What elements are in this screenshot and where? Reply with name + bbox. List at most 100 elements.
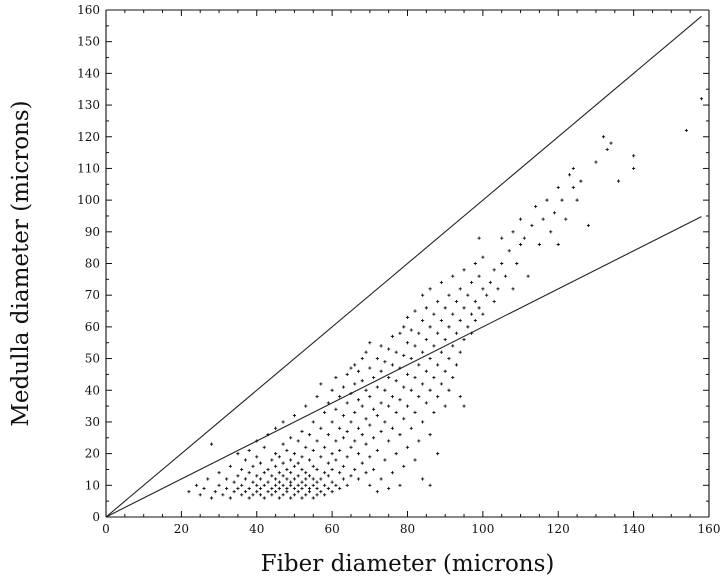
data-point	[360, 356, 364, 361]
data-point	[409, 388, 413, 392]
data-point	[353, 363, 357, 367]
data-point	[684, 128, 688, 133]
data-point	[356, 477, 361, 481]
data-point	[236, 474, 240, 478]
data-point	[413, 375, 417, 380]
data-point	[439, 318, 444, 323]
data-point	[266, 490, 270, 494]
data-point	[270, 474, 274, 478]
data-point	[341, 414, 346, 418]
data-point	[469, 331, 474, 335]
data-point	[605, 147, 609, 152]
data-point	[311, 477, 315, 481]
data-point	[322, 493, 327, 497]
data-point	[451, 274, 455, 278]
data-point	[225, 477, 229, 481]
data-point	[300, 496, 304, 500]
data-point	[402, 385, 406, 389]
data-point	[364, 417, 368, 421]
data-point	[349, 366, 353, 370]
data-point	[221, 493, 225, 497]
data-point	[443, 306, 447, 310]
data-point	[477, 236, 481, 240]
data-point	[368, 423, 372, 427]
data-point	[349, 445, 353, 449]
data-point	[319, 490, 323, 494]
data-point	[368, 341, 372, 345]
data-point	[228, 496, 232, 500]
data-point	[462, 337, 466, 342]
data-point	[300, 429, 304, 434]
data-point	[338, 426, 342, 430]
data-point	[368, 366, 372, 370]
data-point	[251, 464, 255, 468]
data-point	[454, 363, 459, 367]
data-point	[541, 217, 545, 221]
data-point	[616, 179, 621, 183]
data-point	[575, 198, 579, 202]
data-point	[311, 483, 315, 487]
data-point	[428, 433, 432, 437]
data-point	[473, 261, 477, 266]
x-tick-label: 100	[471, 522, 494, 536]
y-tick-label: 0	[92, 510, 100, 524]
data-point	[390, 363, 395, 367]
data-point	[262, 483, 266, 487]
data-point	[451, 344, 455, 348]
data-point	[368, 455, 372, 459]
data-point	[330, 420, 334, 424]
data-point	[285, 477, 289, 481]
data-point	[481, 312, 485, 316]
data-point	[428, 356, 432, 361]
data-point	[496, 287, 500, 291]
data-point	[511, 287, 515, 291]
data-point	[420, 382, 425, 386]
data-point	[319, 455, 323, 459]
data-point	[289, 436, 293, 440]
data-point	[466, 325, 470, 329]
data-point	[432, 344, 436, 348]
data-point	[405, 372, 410, 377]
data-point	[273, 477, 278, 481]
data-point	[439, 280, 444, 285]
data-point	[319, 477, 323, 481]
data-point	[273, 464, 278, 468]
data-point	[387, 347, 391, 351]
data-point	[296, 483, 300, 487]
data-point	[398, 433, 402, 437]
data-point	[270, 458, 274, 462]
data-point	[443, 404, 447, 408]
data-point	[417, 363, 421, 367]
y-tick-label: 80	[85, 257, 100, 271]
data-point	[273, 452, 278, 456]
y-tick-label: 40	[85, 383, 100, 397]
data-point	[458, 350, 462, 354]
data-point	[319, 426, 323, 430]
data-point	[292, 486, 297, 491]
data-point	[387, 404, 391, 408]
data-point	[292, 477, 297, 481]
data-point	[579, 179, 583, 183]
data-point	[394, 350, 398, 354]
data-point	[379, 477, 383, 481]
data-point	[266, 433, 270, 437]
data-point	[387, 439, 391, 443]
y-tick-label: 50	[85, 352, 100, 366]
data-point	[394, 410, 398, 415]
data-point	[285, 448, 289, 453]
data-point	[338, 486, 342, 491]
data-points	[187, 97, 704, 500]
data-point	[315, 493, 319, 497]
data-point	[420, 477, 425, 481]
data-point	[537, 242, 542, 247]
data-point	[454, 299, 459, 304]
data-point	[477, 306, 481, 310]
data-point	[632, 166, 636, 171]
reference-lines	[105, 15, 702, 518]
data-point	[387, 486, 391, 491]
data-point	[292, 452, 297, 456]
data-point	[262, 471, 266, 475]
data-point	[285, 486, 289, 491]
